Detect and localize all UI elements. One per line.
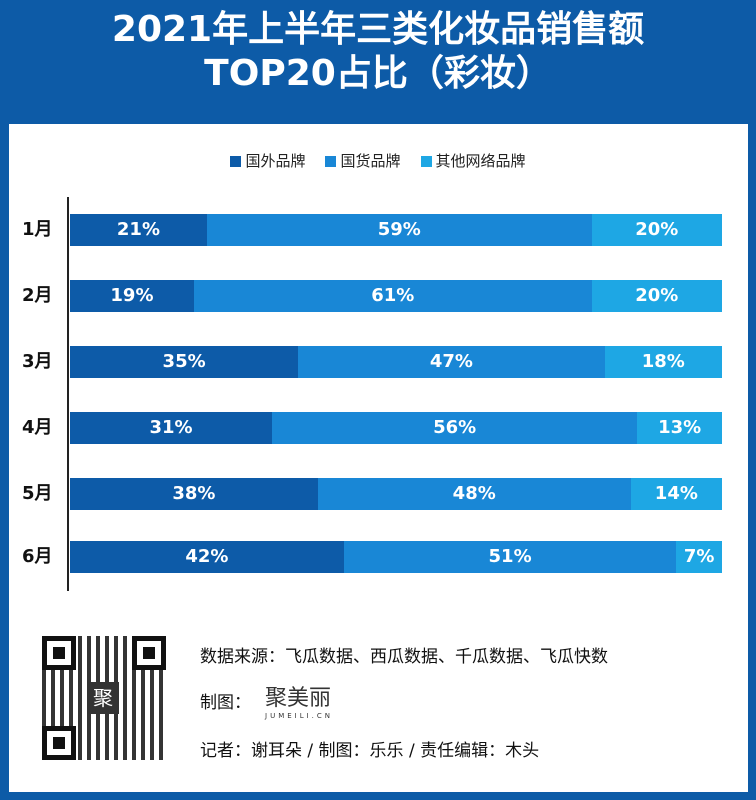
chart-by-label: 制图：	[200, 693, 251, 713]
bar-segment: 35%	[70, 346, 299, 378]
bar-row: 3月 35% 47% 18%	[0, 346, 756, 378]
bar-segment: 48%	[317, 478, 631, 510]
month-label: 4月	[22, 417, 53, 438]
bar-segment: 61%	[193, 280, 592, 312]
legend-swatch	[230, 156, 242, 167]
data-label: 7%	[683, 546, 715, 567]
bar-segment: 59%	[206, 214, 592, 246]
bar-segment: 51%	[343, 541, 677, 573]
bar-segment: 14%	[630, 478, 722, 510]
month-label: 6月	[22, 546, 53, 567]
bar-segment: 56%	[272, 412, 638, 444]
bar-segment: 19%	[70, 280, 194, 312]
bar-segment: 31%	[70, 412, 273, 444]
legend-label: 国外品牌	[245, 152, 306, 170]
bar-row: 2月 19% 61% 20%	[0, 280, 756, 312]
data-label: 21%	[116, 219, 160, 240]
bar-row: 6月 42% 51% 7%	[0, 541, 756, 573]
chart-title: 2021年上半年三类化妆品销售额 TOP20占比（彩妆）	[0, 8, 756, 96]
data-label: 47%	[429, 351, 473, 372]
bar-segment: 38%	[70, 478, 318, 510]
month-label: 1月	[22, 219, 53, 240]
title-line-2: TOP20占比（彩妆）	[204, 53, 552, 94]
bar-segment: 42%	[70, 541, 344, 573]
data-label: 48%	[452, 483, 496, 504]
legend-item: 国货品牌	[325, 150, 401, 171]
legend-item: 其他网络品牌	[420, 150, 526, 171]
data-label: 61%	[371, 285, 415, 306]
qr-finder	[42, 726, 76, 760]
data-label: 31%	[149, 417, 193, 438]
month-label: 5月	[22, 483, 53, 504]
bar-segment: 20%	[591, 214, 722, 246]
data-label: 14%	[654, 483, 698, 504]
bar-row: 5月 38% 48% 14%	[0, 478, 756, 510]
brand-logo: 聚美丽 JUMEILI.CN	[265, 680, 333, 720]
logo-sub: JUMEILI.CN	[265, 712, 334, 720]
bar-segment: 20%	[591, 280, 722, 312]
data-label: 20%	[635, 219, 679, 240]
data-source: 数据来源：飞瓜数据、西瓜数据、千瓜数据、飞瓜快数	[200, 647, 608, 667]
legend-label: 其他网络品牌	[435, 152, 526, 170]
logo-text: 聚美丽	[265, 686, 332, 711]
data-label: 38%	[172, 483, 216, 504]
bar-segment: 21%	[70, 214, 207, 246]
data-label: 20%	[635, 285, 679, 306]
legend-label: 国货品牌	[340, 152, 401, 170]
legend-swatch	[420, 156, 432, 167]
bar-segment: 7%	[676, 541, 722, 573]
bar-row: 4月 31% 56% 13%	[0, 412, 756, 444]
data-label: 51%	[488, 546, 532, 567]
bar-segment: 13%	[637, 412, 722, 444]
data-label: 13%	[658, 417, 702, 438]
bar-segment: 18%	[604, 346, 722, 378]
data-label: 56%	[433, 417, 477, 438]
data-label: 42%	[185, 546, 229, 567]
credits: 记者：谢耳朵 / 制图：乐乐 / 责任编辑：木头	[200, 741, 540, 761]
data-label: 18%	[641, 351, 685, 372]
title-line-1: 2021年上半年三类化妆品销售额	[111, 9, 645, 50]
data-label: 19%	[110, 285, 154, 306]
legend-item: 国外品牌	[230, 150, 305, 171]
legend: 国外品牌 国货品牌 其他网络品牌	[0, 150, 756, 171]
legend-swatch	[325, 156, 337, 167]
data-label: 35%	[162, 351, 206, 372]
bar-row: 1月 21% 59% 20%	[0, 214, 756, 246]
qr-logo: 聚	[87, 682, 119, 714]
bar-segment: 47%	[298, 346, 605, 378]
month-label: 3月	[22, 351, 53, 372]
data-label: 59%	[377, 219, 421, 240]
y-axis-line	[67, 197, 69, 591]
month-label: 2月	[22, 285, 53, 306]
qr-finder	[42, 636, 76, 670]
qr-finder	[132, 636, 166, 670]
